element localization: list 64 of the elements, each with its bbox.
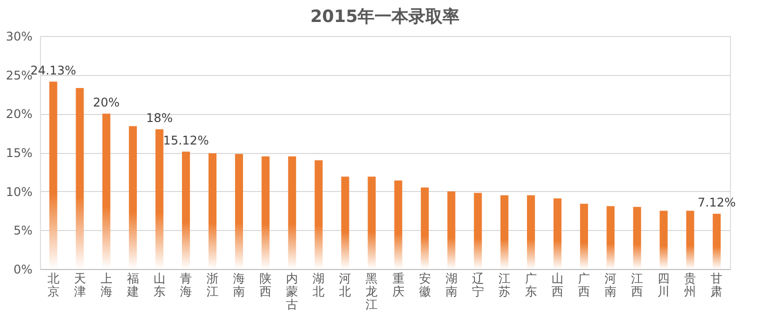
x-tick-label: 山西: [552, 272, 564, 298]
data-label: 20%: [93, 96, 120, 110]
bar: [712, 214, 721, 269]
data-label: 15.12%: [163, 134, 209, 148]
x-tick-label: 贵州: [684, 272, 696, 298]
x-tick-label: 浙江: [206, 272, 218, 298]
bar: [155, 129, 164, 269]
bar: [262, 156, 270, 269]
x-tick-label: 天津: [74, 272, 86, 298]
x-tick-label: 海南: [233, 272, 246, 298]
bar: [660, 210, 668, 269]
bar: [554, 198, 562, 269]
bar: [500, 195, 508, 269]
y-tick-label: 20%: [6, 107, 32, 122]
bar: [394, 180, 402, 269]
x-tick-label: 黑龙江: [366, 272, 378, 312]
bar: [288, 156, 296, 269]
bar: [526, 195, 535, 269]
bar: [208, 153, 216, 269]
y-tick-label: 30%: [6, 30, 32, 44]
x-tick-label: 内蒙古: [286, 272, 298, 312]
bar: [633, 206, 642, 269]
bar: [368, 176, 376, 269]
bar: [235, 154, 244, 269]
chart-title: 2015年一本录取率: [310, 7, 460, 27]
bar: [474, 192, 482, 269]
x-tick-label: 湖南: [445, 272, 458, 298]
y-tick-label: 10%: [6, 184, 32, 199]
x-tick-label: 陕西: [260, 272, 272, 298]
x-tick-label: 湖北: [312, 272, 325, 298]
bar: [102, 114, 110, 269]
bar: [76, 88, 84, 269]
x-tick-label: 河南: [604, 272, 617, 298]
x-tick-label: 广东: [524, 272, 537, 298]
x-tick-label: 江苏: [498, 272, 510, 298]
y-tick-label: 15%: [6, 146, 32, 160]
x-tick-label: 河北: [339, 272, 352, 298]
x-tick-label: 上海: [100, 272, 112, 298]
x-tick-label: 青海: [180, 272, 192, 298]
bar: [341, 176, 350, 269]
bar: [182, 152, 190, 269]
x-tick-label: 北京: [47, 272, 60, 298]
x-tick-label: 江西: [631, 272, 644, 298]
bar: [580, 204, 588, 269]
x-tick-label: 山东: [153, 272, 166, 298]
x-tick-label: 福建: [126, 272, 139, 298]
bar: [447, 191, 456, 269]
bar: [49, 82, 58, 269]
y-tick-label: 25%: [6, 68, 32, 82]
y-tick-label: 0%: [13, 262, 32, 276]
bar: [606, 206, 615, 269]
x-tick-label: 辽宁: [472, 272, 484, 298]
bar: [314, 160, 323, 269]
data-label: 18%: [146, 111, 173, 126]
data-label: 7.12%: [698, 196, 736, 210]
bar: [420, 187, 429, 269]
bar: [128, 126, 137, 269]
bar: [686, 210, 694, 269]
x-tick-label: 甘肃: [710, 272, 723, 298]
x-tick-label: 安徽: [418, 272, 431, 298]
x-tick-label: 广西: [578, 272, 590, 298]
x-tick-label: 重庆: [392, 272, 404, 298]
y-tick-label: 5%: [13, 224, 32, 238]
x-tick-label: 四川: [658, 272, 670, 298]
